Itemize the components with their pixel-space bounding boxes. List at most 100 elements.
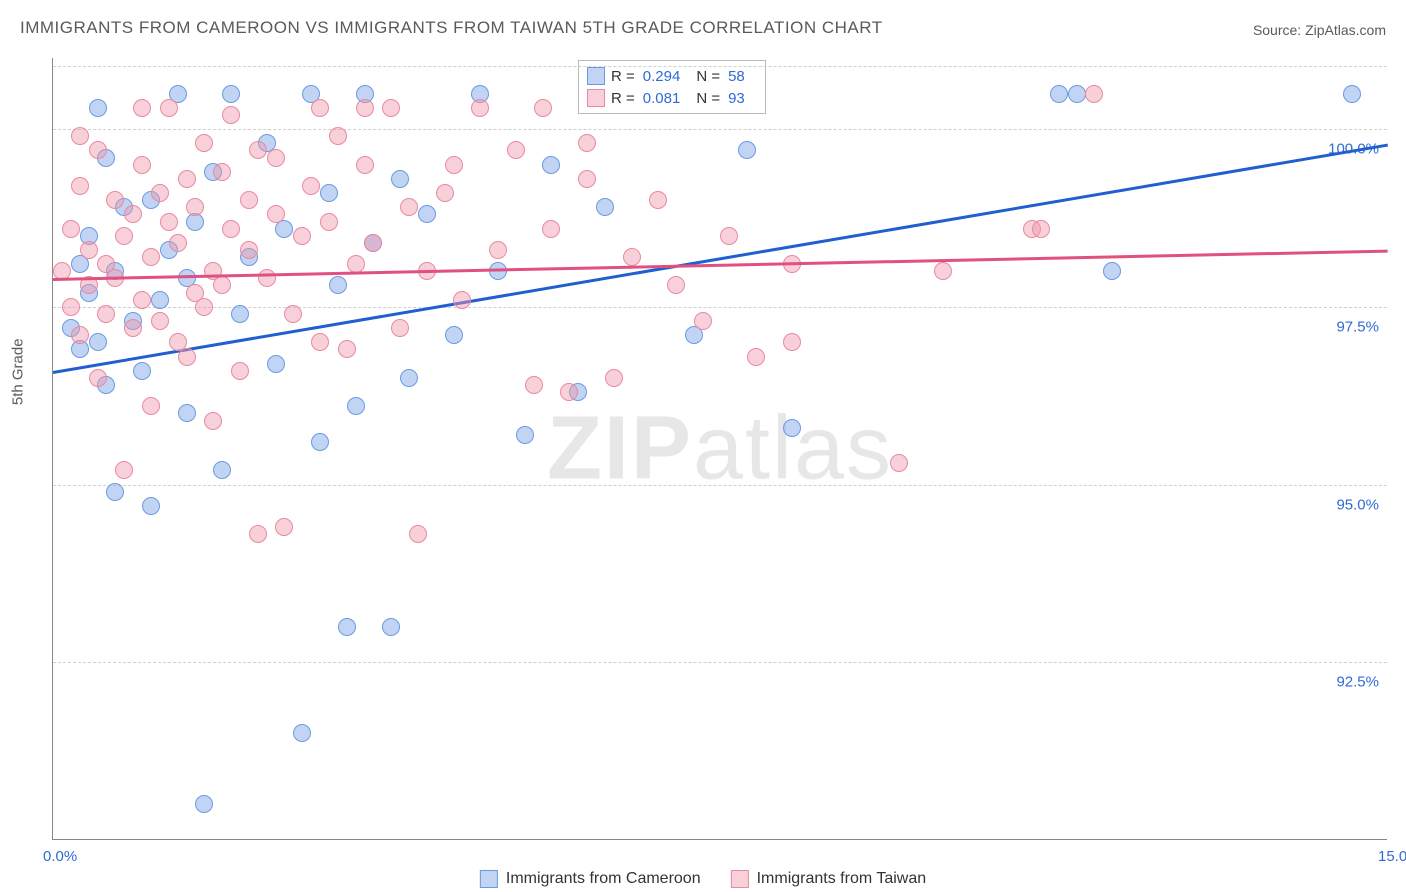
- scatter-point: [222, 106, 240, 124]
- scatter-point: [133, 291, 151, 309]
- scatter-point: [418, 205, 436, 223]
- scatter-point: [142, 397, 160, 415]
- scatter-point: [151, 291, 169, 309]
- scatter-point: [97, 305, 115, 323]
- scatter-point: [453, 291, 471, 309]
- scatter-point: [62, 298, 80, 316]
- scatter-point: [115, 227, 133, 245]
- scatter-point: [364, 234, 382, 252]
- gridline: [53, 662, 1387, 663]
- scatter-point: [133, 99, 151, 117]
- scatter-point: [178, 404, 196, 422]
- legend-label: Immigrants from Taiwan: [757, 870, 927, 888]
- legend-r-label: R =: [611, 90, 635, 107]
- legend-n-label: N =: [696, 90, 720, 107]
- scatter-point: [311, 433, 329, 451]
- legend-row: R =0.294N =58: [587, 65, 755, 87]
- scatter-point: [62, 220, 80, 238]
- scatter-point: [89, 141, 107, 159]
- scatter-point: [249, 141, 267, 159]
- scatter-point: [89, 99, 107, 117]
- ytick-label: 95.0%: [1336, 496, 1379, 513]
- scatter-point: [534, 99, 552, 117]
- scatter-point: [409, 525, 427, 543]
- scatter-point: [195, 134, 213, 152]
- scatter-point: [445, 156, 463, 174]
- scatter-point: [400, 198, 418, 216]
- scatter-point: [596, 198, 614, 216]
- scatter-point: [142, 248, 160, 266]
- scatter-point: [382, 618, 400, 636]
- legend-n-label: N =: [696, 68, 720, 85]
- scatter-point: [720, 227, 738, 245]
- scatter-point: [1343, 85, 1361, 103]
- scatter-point: [195, 795, 213, 813]
- scatter-point: [71, 326, 89, 344]
- scatter-point: [151, 184, 169, 202]
- scatter-point: [338, 340, 356, 358]
- scatter-point: [106, 483, 124, 501]
- scatter-point: [1032, 220, 1050, 238]
- legend-n-value: 58: [728, 68, 745, 85]
- scatter-point: [649, 191, 667, 209]
- scatter-point: [222, 85, 240, 103]
- scatter-point: [195, 298, 213, 316]
- scatter-point: [71, 127, 89, 145]
- legend-item: Immigrants from Cameroon: [480, 870, 701, 888]
- gridline: [53, 485, 1387, 486]
- scatter-point: [302, 177, 320, 195]
- gridline: [53, 129, 1387, 130]
- scatter-point: [391, 170, 409, 188]
- scatter-point: [400, 369, 418, 387]
- chart-plot-area: ZIPatlas R =0.294N =58R =0.081N =93 92.5…: [52, 58, 1387, 840]
- scatter-point: [311, 333, 329, 351]
- correlation-legend: R =0.294N =58R =0.081N =93: [578, 60, 766, 114]
- scatter-point: [783, 419, 801, 437]
- scatter-point: [623, 248, 641, 266]
- scatter-point: [890, 454, 908, 472]
- scatter-point: [329, 276, 347, 294]
- scatter-point: [178, 348, 196, 366]
- scatter-point: [231, 305, 249, 323]
- legend-label: Immigrants from Cameroon: [506, 870, 701, 888]
- scatter-point: [222, 220, 240, 238]
- scatter-point: [667, 276, 685, 294]
- scatter-point: [578, 170, 596, 188]
- scatter-point: [240, 191, 258, 209]
- scatter-point: [160, 99, 178, 117]
- scatter-point: [516, 426, 534, 444]
- scatter-point: [178, 170, 196, 188]
- scatter-point: [267, 205, 285, 223]
- scatter-point: [231, 362, 249, 380]
- scatter-point: [204, 412, 222, 430]
- scatter-point: [275, 518, 293, 536]
- scatter-point: [240, 241, 258, 259]
- scatter-point: [329, 127, 347, 145]
- scatter-point: [525, 376, 543, 394]
- ytick-label: 97.5%: [1336, 318, 1379, 335]
- gridline: [53, 307, 1387, 308]
- scatter-point: [89, 369, 107, 387]
- scatter-point: [694, 312, 712, 330]
- scatter-point: [186, 198, 204, 216]
- scatter-point: [267, 355, 285, 373]
- legend-r-label: R =: [611, 68, 635, 85]
- scatter-point: [249, 525, 267, 543]
- scatter-point: [471, 99, 489, 117]
- scatter-point: [1085, 85, 1103, 103]
- scatter-point: [738, 141, 756, 159]
- scatter-point: [489, 241, 507, 259]
- ytick-label: 92.5%: [1336, 674, 1379, 691]
- scatter-point: [106, 191, 124, 209]
- scatter-point: [605, 369, 623, 387]
- legend-r-value: 0.081: [643, 90, 681, 107]
- scatter-point: [71, 177, 89, 195]
- scatter-point: [213, 163, 231, 181]
- scatter-point: [89, 333, 107, 351]
- scatter-point: [1068, 85, 1086, 103]
- scatter-point: [151, 312, 169, 330]
- source-label: Source: ZipAtlas.com: [1253, 22, 1386, 38]
- scatter-point: [293, 227, 311, 245]
- scatter-point: [311, 99, 329, 117]
- scatter-point: [115, 461, 133, 479]
